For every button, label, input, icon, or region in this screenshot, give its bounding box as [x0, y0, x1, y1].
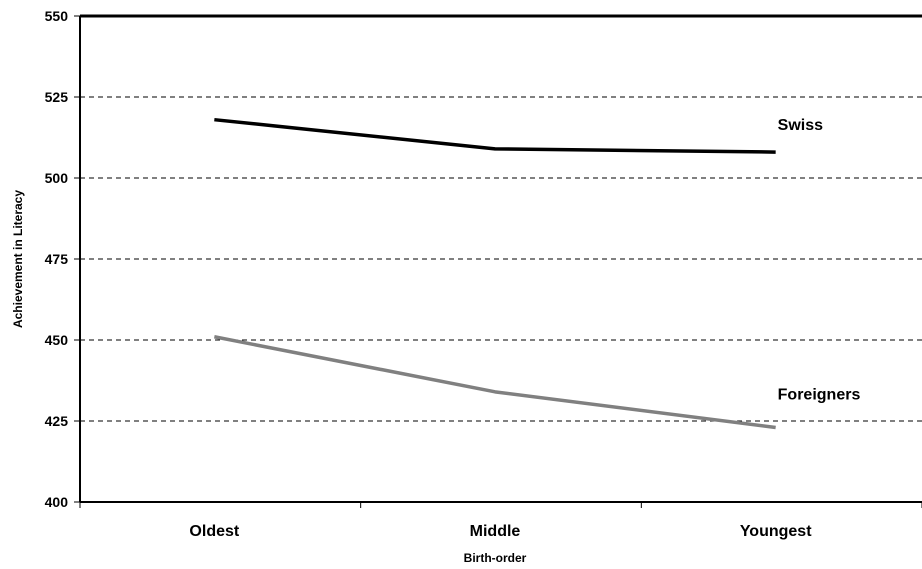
y-tick-label: 450	[45, 332, 69, 348]
y-tick-label: 475	[45, 251, 69, 267]
series-line-swiss	[214, 117, 776, 154]
x-axis-ticks: Oldest Middle Youngest	[79, 502, 922, 540]
x-tick-label: Oldest	[189, 523, 239, 540]
y-axis-title: Achievement in Literacy	[11, 190, 25, 328]
y-axis-ticks: 400 425 450 475 500 525 550	[45, 8, 80, 510]
series-label-foreigners: Foreigners	[778, 386, 861, 403]
y-tick-label: 400	[45, 494, 69, 510]
series-lines	[213, 117, 776, 430]
x-axis-title: Birth-order	[464, 551, 527, 565]
x-tick-label: Youngest	[740, 523, 812, 540]
y-tick-label: 550	[45, 8, 69, 24]
gridlines	[80, 96, 922, 422]
x-tick-label: Middle	[470, 523, 521, 540]
y-tick-label: 525	[45, 89, 69, 105]
y-tick-label: 425	[45, 413, 69, 429]
series-label-swiss: Swiss	[778, 117, 823, 134]
series-labels: Swiss Foreigners	[778, 117, 861, 403]
series-line-foreigners	[213, 335, 776, 430]
y-tick-label: 500	[45, 170, 69, 186]
